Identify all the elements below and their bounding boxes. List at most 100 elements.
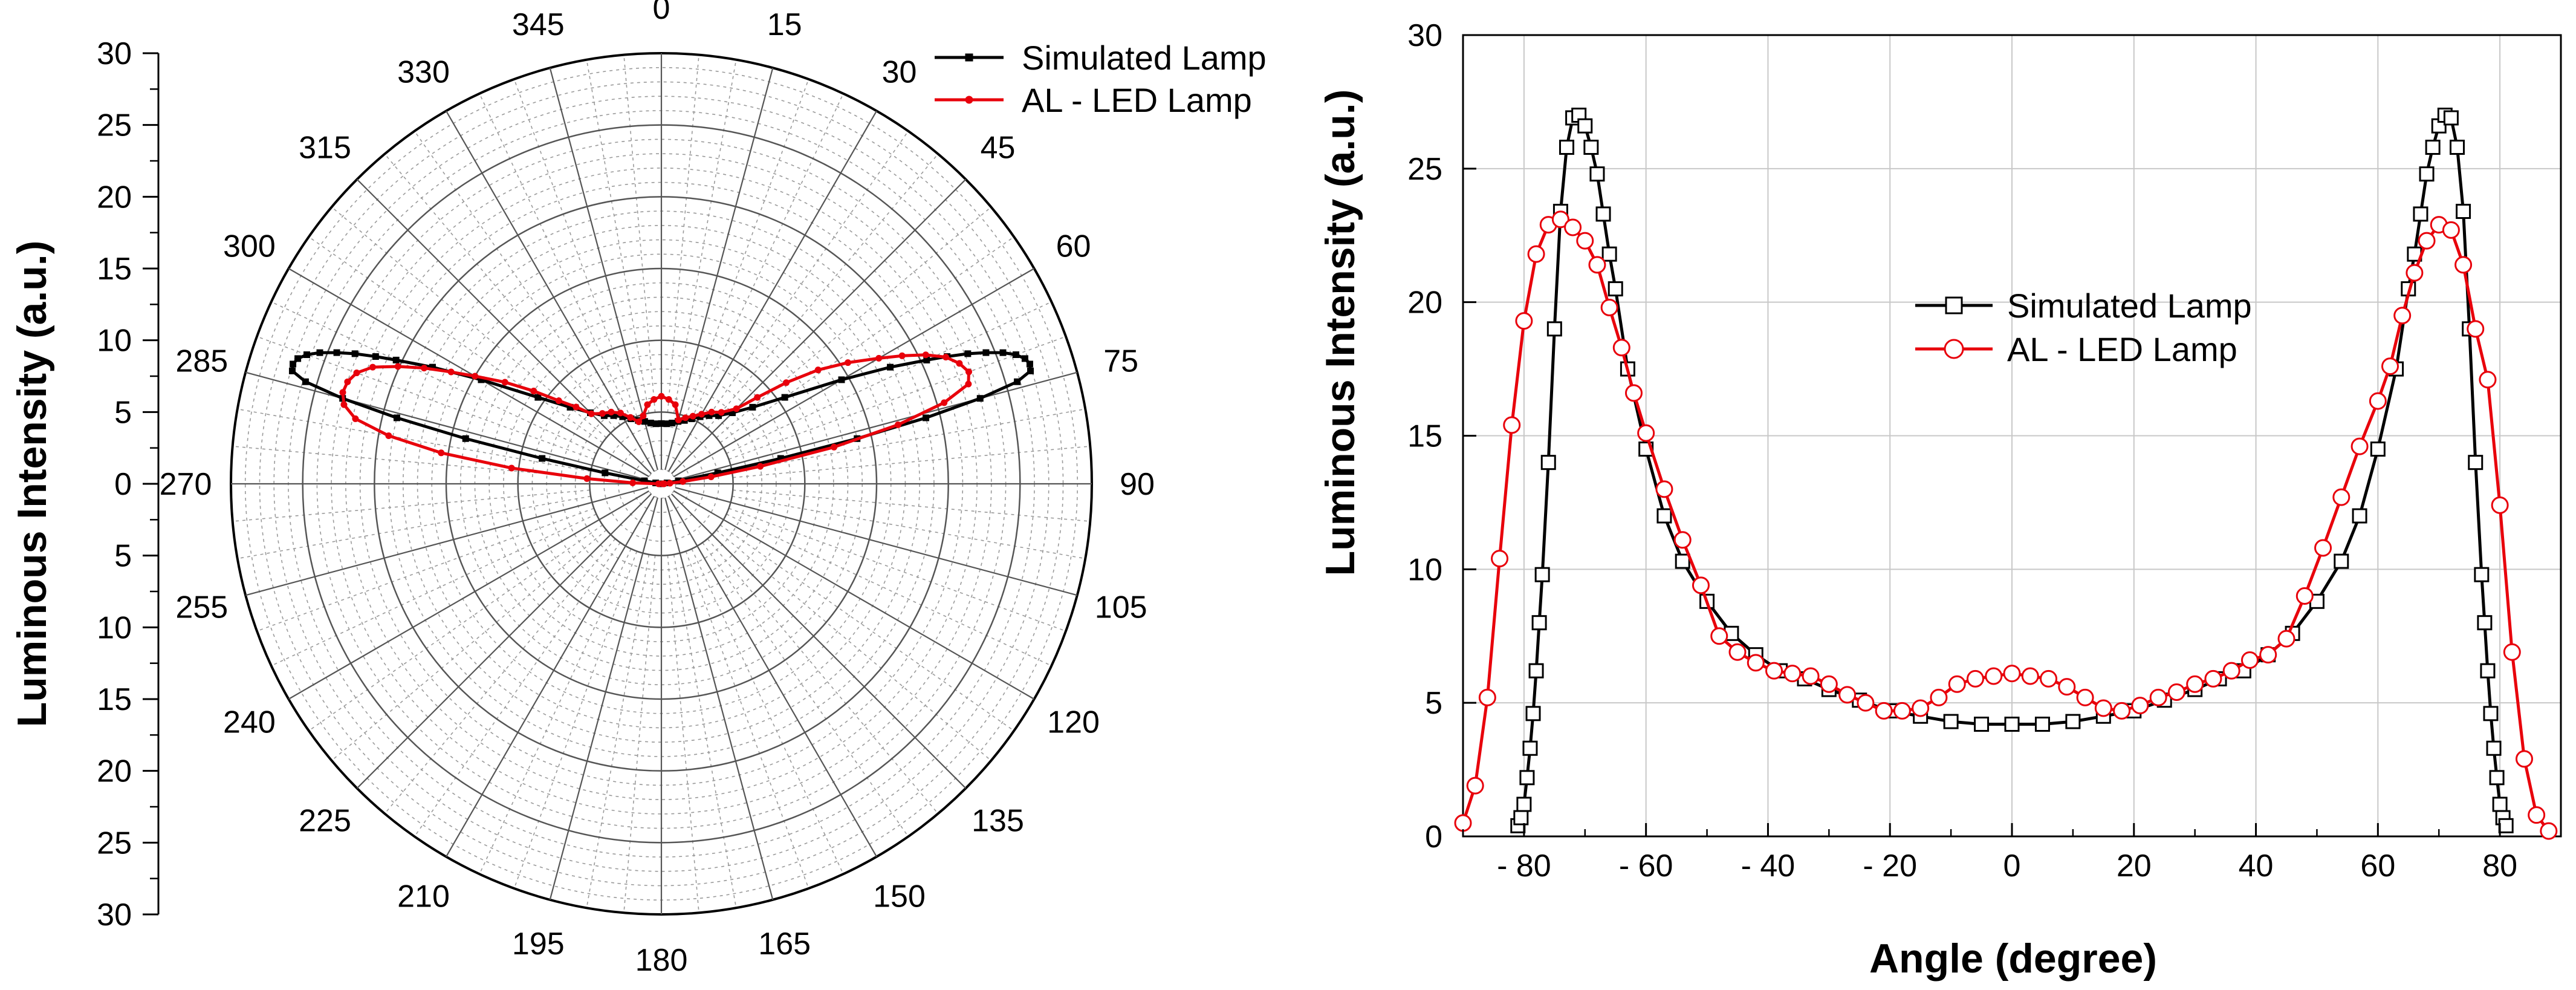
line-series bbox=[1454, 108, 2558, 840]
polar-al-led-lamp-point bbox=[394, 363, 401, 370]
polar-al-led-lamp-point bbox=[353, 370, 360, 377]
polar-angle-label: 300 bbox=[223, 229, 276, 264]
polar-al-led-lamp-point bbox=[617, 409, 624, 417]
polar-al-led-lamp-point bbox=[447, 368, 455, 376]
line-al-led-lamp-point bbox=[2454, 256, 2473, 274]
line-simulated-lamp-point bbox=[2443, 110, 2459, 126]
polar-al-led-lamp-point bbox=[629, 479, 637, 486]
polar-radial-tick-label: 30 bbox=[97, 36, 132, 71]
line-y-tick-label: 30 bbox=[1407, 18, 1442, 53]
polar-simulated-lamp-point bbox=[1014, 378, 1021, 385]
line-simulated-lamp-point bbox=[2489, 770, 2505, 786]
polar-al-led-lamp-point bbox=[814, 366, 822, 374]
line-y-ticks: 0 5 10 15 20 25 30 bbox=[1407, 18, 1476, 855]
line-al-led-lamp-point bbox=[2186, 675, 2204, 693]
polar-al-led-lamp-point bbox=[608, 408, 615, 415]
line-al-led-lamp-point bbox=[1857, 694, 1875, 712]
polar-al-led-lamp-point bbox=[942, 354, 949, 361]
line-simulated-lamp-point bbox=[2477, 615, 2493, 631]
line-al-led-lamp-point bbox=[2540, 822, 2558, 840]
polar-al-led-lamp-point bbox=[965, 380, 972, 388]
polar-angle-label: 105 bbox=[1095, 590, 1147, 625]
line-al-led-lamp-point bbox=[1637, 424, 1655, 442]
line-al-led-lamp-point bbox=[1673, 531, 1692, 549]
polar-simulated-lamp-point bbox=[534, 394, 542, 401]
polar-al-led-lamp-point bbox=[627, 414, 634, 421]
line-simulated-lamp-point bbox=[1589, 166, 1605, 182]
polar-simulated-lamp-point bbox=[1026, 360, 1033, 368]
line-legend-al-led-label: AL - LED Lamp bbox=[2007, 330, 2237, 368]
line-al-led-lamp-point bbox=[1710, 627, 1728, 645]
polar-al-led-lamp-point bbox=[644, 401, 651, 408]
polar-simulated-lamp-point bbox=[652, 420, 660, 428]
polar-simulated-lamp-point bbox=[923, 414, 930, 422]
line-al-led-lamp-point bbox=[1820, 675, 1838, 693]
line-simulated-lamp-point bbox=[2334, 553, 2349, 569]
line-al-led-lamp-line bbox=[1461, 218, 2550, 832]
polar-spoke bbox=[446, 496, 655, 858]
polar-angle-label: 180 bbox=[635, 943, 688, 978]
polar-spoke bbox=[356, 178, 652, 474]
line-simulated-lamp-point bbox=[1608, 281, 1623, 297]
polar-al-led-lamp-point bbox=[665, 396, 672, 403]
polar-angle-label: 240 bbox=[223, 705, 276, 740]
polar-angle-label: 210 bbox=[397, 879, 450, 914]
polar-al-led-lamp-point bbox=[679, 478, 686, 485]
polar-simulated-lamp-point bbox=[982, 349, 990, 356]
line-al-led-lamp-point bbox=[2021, 667, 2039, 685]
polar-spoke bbox=[675, 487, 1078, 596]
polar-al-led-lamp-point bbox=[965, 368, 972, 376]
line-al-led-lamp-point bbox=[1985, 667, 2003, 685]
polar-y-axis-title: Luminous Intensity (a.u.) bbox=[9, 241, 55, 728]
line-al-led-lamp-point bbox=[1875, 702, 1893, 720]
polar-al-led-lamp-point bbox=[530, 388, 537, 395]
polar-simulated-lamp-point bbox=[302, 378, 309, 385]
line-y-axis-title: Luminous Intensity (a.u.) bbox=[1317, 90, 1363, 576]
line-al-led-lamp-point bbox=[2222, 662, 2240, 680]
line-al-led-lamp-point bbox=[2076, 688, 2094, 706]
line-al-led-lamp-point bbox=[2058, 678, 2076, 696]
line-al-led-lamp-point bbox=[1802, 667, 1820, 685]
polar-angle-label: 285 bbox=[175, 344, 228, 379]
polar-angle-label: 120 bbox=[1047, 705, 1100, 740]
line-simulated-lamp-point bbox=[2449, 140, 2465, 155]
polar-al-led-lamp-point bbox=[659, 480, 666, 487]
line-simulated-lamp-point bbox=[2065, 714, 2081, 729]
line-al-led-lamp-point bbox=[2503, 643, 2521, 661]
polar-simulated-lamp-point bbox=[781, 394, 788, 401]
polar-simulated-lamp-point bbox=[462, 435, 469, 442]
polar-radial-tick-label: 0 bbox=[114, 467, 132, 502]
polar-angle-labels: 0 15 30 45 60 75 90 105 120 135 150 165 180 195 210 225… bbox=[160, 0, 1155, 978]
polar-angle-label: 255 bbox=[175, 590, 228, 625]
line-al-led-lamp-point bbox=[2131, 697, 2149, 715]
polar-al-led-lamp-point bbox=[339, 389, 346, 396]
line-simulated-lamp-point bbox=[1534, 567, 1550, 582]
line-y-tick-label: 5 bbox=[1425, 686, 1442, 721]
polar-al-led-lamp-point bbox=[421, 365, 428, 372]
line-al-led-lamp-point bbox=[1588, 256, 1606, 274]
line-al-led-lamp-point bbox=[1930, 688, 1948, 706]
line-simulated-lamp-point bbox=[1522, 740, 1538, 756]
line-simulated-lamp-point bbox=[1559, 140, 1575, 155]
line-simulated-lamp-point bbox=[2419, 166, 2435, 182]
line-al-led-lamp-point bbox=[1912, 699, 1930, 717]
line-al-led-lamp-point bbox=[1612, 339, 1630, 357]
line-x-tick-label: 20 bbox=[2117, 848, 2152, 884]
polar-simulated-lamp-point bbox=[1021, 355, 1028, 362]
line-al-led-lamp-point bbox=[1948, 675, 1966, 693]
line-al-led-lamp-point bbox=[1478, 688, 1496, 706]
line-al-led-lamp-point bbox=[2259, 646, 2277, 664]
polar-simulated-lamp-point bbox=[288, 367, 296, 374]
polar-al-led-lamp-point bbox=[438, 449, 445, 457]
polar-al-led-lamp-point bbox=[583, 475, 591, 482]
polar-simulated-lamp-point bbox=[333, 349, 340, 356]
line-legend: Simulated Lamp AL - LED Lamp bbox=[1915, 287, 2252, 368]
line-al-led-lamp-point bbox=[2491, 496, 2509, 514]
line-al-led-lamp-point bbox=[1503, 416, 1521, 434]
polar-angle-label: 0 bbox=[653, 0, 670, 26]
polar-simulated-lamp-point bbox=[351, 350, 358, 357]
line-simulated-lamp-point bbox=[1519, 770, 1535, 786]
line-al-led-lamp-point bbox=[2040, 669, 2058, 688]
line-al-led-lamp-point bbox=[2515, 750, 2533, 768]
